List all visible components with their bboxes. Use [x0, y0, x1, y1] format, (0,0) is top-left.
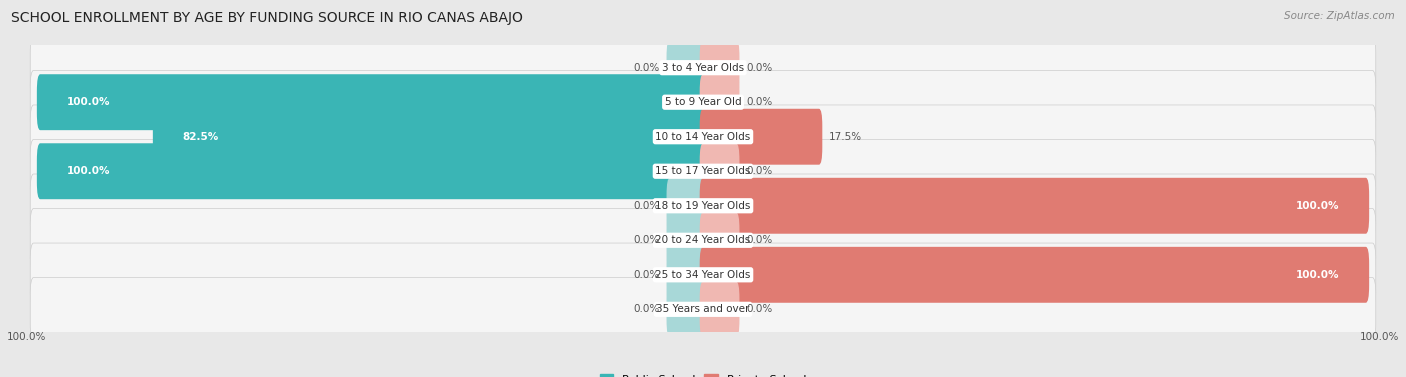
FancyBboxPatch shape — [666, 281, 706, 337]
Text: 0.0%: 0.0% — [634, 235, 659, 245]
FancyBboxPatch shape — [700, 143, 740, 199]
Text: 0.0%: 0.0% — [634, 63, 659, 73]
FancyBboxPatch shape — [30, 70, 1376, 134]
Text: 10 to 14 Year Olds: 10 to 14 Year Olds — [655, 132, 751, 142]
FancyBboxPatch shape — [37, 143, 706, 199]
FancyBboxPatch shape — [666, 178, 706, 234]
Text: 0.0%: 0.0% — [634, 270, 659, 280]
Text: 15 to 17 Year Olds: 15 to 17 Year Olds — [655, 166, 751, 176]
FancyBboxPatch shape — [30, 139, 1376, 203]
Text: 3 to 4 Year Olds: 3 to 4 Year Olds — [662, 63, 744, 73]
FancyBboxPatch shape — [700, 109, 823, 165]
Text: 20 to 24 Year Olds: 20 to 24 Year Olds — [655, 235, 751, 245]
Text: 100.0%: 100.0% — [1360, 332, 1399, 342]
FancyBboxPatch shape — [30, 277, 1376, 341]
FancyBboxPatch shape — [666, 247, 706, 303]
Text: 82.5%: 82.5% — [183, 132, 219, 142]
Text: 0.0%: 0.0% — [747, 235, 772, 245]
Text: 17.5%: 17.5% — [830, 132, 862, 142]
Text: 100.0%: 100.0% — [7, 332, 46, 342]
FancyBboxPatch shape — [30, 243, 1376, 307]
FancyBboxPatch shape — [30, 208, 1376, 272]
Text: SCHOOL ENROLLMENT BY AGE BY FUNDING SOURCE IN RIO CANAS ABAJO: SCHOOL ENROLLMENT BY AGE BY FUNDING SOUR… — [11, 11, 523, 25]
Text: 5 to 9 Year Old: 5 to 9 Year Old — [665, 97, 741, 107]
Text: 0.0%: 0.0% — [747, 304, 772, 314]
Text: 0.0%: 0.0% — [747, 97, 772, 107]
Text: 0.0%: 0.0% — [747, 63, 772, 73]
FancyBboxPatch shape — [30, 105, 1376, 169]
Legend: Public School, Private School: Public School, Private School — [595, 370, 811, 377]
Text: 25 to 34 Year Olds: 25 to 34 Year Olds — [655, 270, 751, 280]
Text: Source: ZipAtlas.com: Source: ZipAtlas.com — [1284, 11, 1395, 21]
Text: 0.0%: 0.0% — [634, 201, 659, 211]
FancyBboxPatch shape — [700, 212, 740, 268]
FancyBboxPatch shape — [30, 36, 1376, 100]
FancyBboxPatch shape — [700, 40, 740, 96]
Text: 0.0%: 0.0% — [747, 166, 772, 176]
FancyBboxPatch shape — [700, 178, 1369, 234]
FancyBboxPatch shape — [666, 40, 706, 96]
Text: 100.0%: 100.0% — [1296, 201, 1340, 211]
Text: 100.0%: 100.0% — [66, 97, 110, 107]
FancyBboxPatch shape — [30, 174, 1376, 238]
Text: 100.0%: 100.0% — [66, 166, 110, 176]
FancyBboxPatch shape — [153, 109, 706, 165]
FancyBboxPatch shape — [700, 247, 1369, 303]
FancyBboxPatch shape — [37, 74, 706, 130]
Text: 100.0%: 100.0% — [1296, 270, 1340, 280]
FancyBboxPatch shape — [700, 281, 740, 337]
Text: 18 to 19 Year Olds: 18 to 19 Year Olds — [655, 201, 751, 211]
Text: 0.0%: 0.0% — [634, 304, 659, 314]
FancyBboxPatch shape — [700, 74, 740, 130]
Text: 35 Years and over: 35 Years and over — [657, 304, 749, 314]
FancyBboxPatch shape — [666, 212, 706, 268]
